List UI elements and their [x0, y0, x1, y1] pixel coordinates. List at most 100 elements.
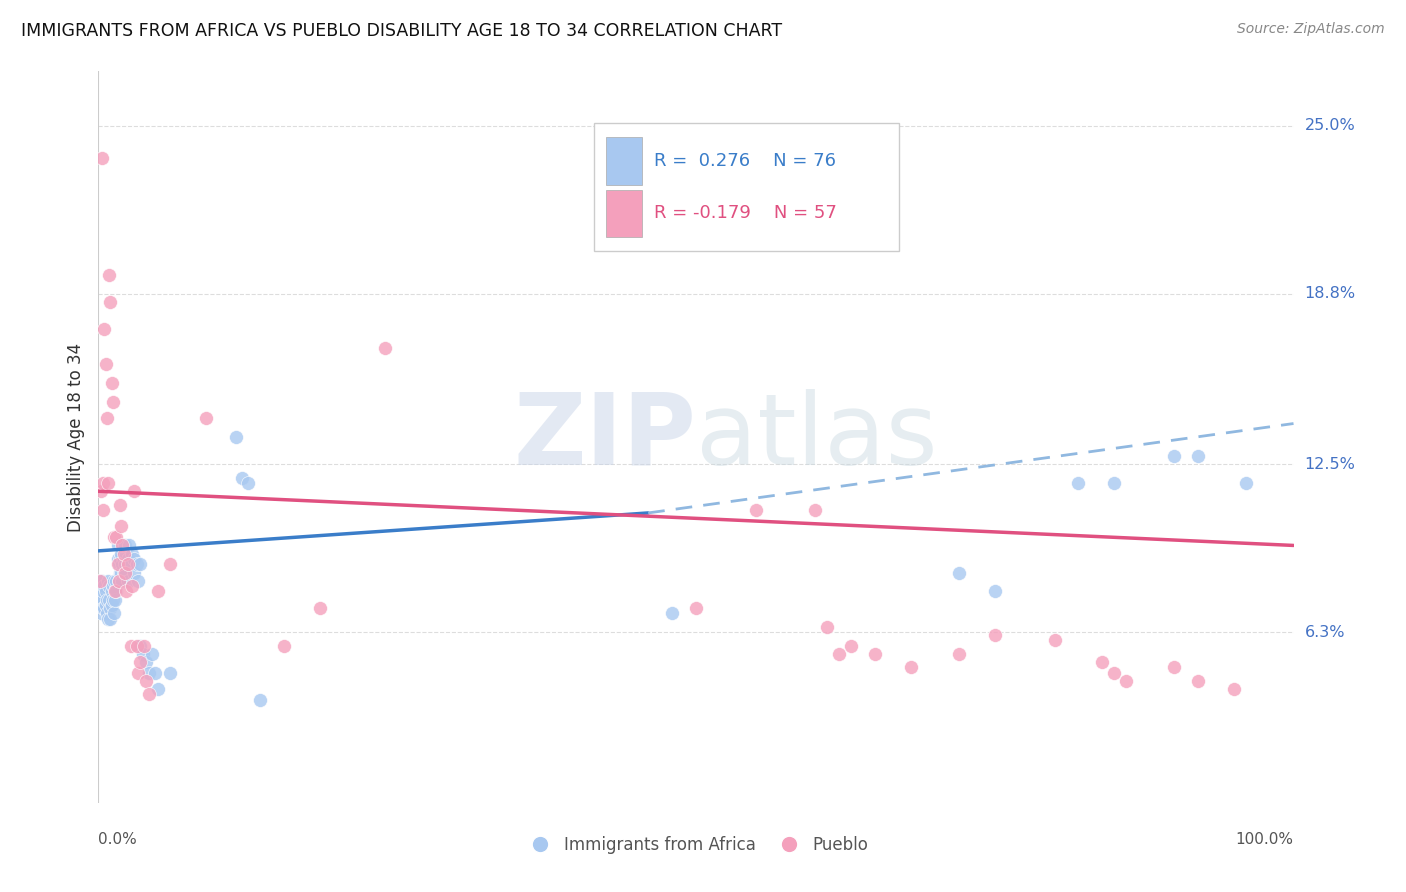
Point — [143, 665, 166, 680]
Text: 12.5%: 12.5% — [1305, 457, 1355, 472]
Point — [98, 592, 121, 607]
Point — [1187, 673, 1209, 688]
Point — [98, 294, 122, 309]
Point — [231, 471, 253, 485]
Point — [94, 584, 117, 599]
Bar — [606, 137, 643, 185]
Point — [124, 552, 146, 566]
Point — [90, 606, 112, 620]
Point — [91, 476, 114, 491]
Point — [661, 606, 683, 620]
Point — [138, 665, 160, 680]
Point — [111, 574, 134, 588]
Point — [115, 547, 138, 561]
Point — [103, 574, 125, 588]
Point — [112, 566, 135, 580]
Point — [112, 547, 135, 561]
Point — [107, 558, 129, 572]
Point — [103, 606, 125, 620]
Text: R = -0.179    N = 57: R = -0.179 N = 57 — [654, 204, 837, 222]
Point — [1223, 681, 1246, 696]
Point — [141, 647, 163, 661]
Point — [105, 584, 128, 599]
Point — [135, 673, 157, 688]
Point — [101, 579, 124, 593]
FancyBboxPatch shape — [595, 122, 900, 251]
Text: ZIP: ZIP — [513, 389, 696, 485]
Point — [94, 598, 117, 612]
Point — [841, 639, 863, 653]
Point — [1043, 633, 1066, 648]
Point — [132, 639, 155, 653]
Point — [103, 530, 125, 544]
Text: 18.8%: 18.8% — [1305, 286, 1355, 301]
Point — [110, 566, 132, 580]
Point — [195, 411, 218, 425]
Point — [105, 530, 128, 544]
Text: 25.0%: 25.0% — [1305, 118, 1355, 133]
Point — [121, 547, 143, 561]
Point — [110, 547, 132, 561]
Point — [1163, 660, 1185, 674]
Point — [97, 476, 120, 491]
Point — [308, 600, 330, 615]
Point — [1234, 476, 1257, 491]
Text: Source: ZipAtlas.com: Source: ZipAtlas.com — [1237, 22, 1385, 37]
Point — [815, 620, 838, 634]
Point — [91, 584, 114, 599]
Point — [96, 606, 118, 620]
Point — [108, 552, 131, 566]
Point — [94, 357, 117, 371]
Point — [108, 498, 131, 512]
Point — [121, 579, 143, 593]
Point — [124, 484, 146, 499]
Point — [115, 566, 138, 580]
Point — [117, 558, 139, 572]
Point — [115, 584, 138, 599]
Point — [900, 660, 922, 674]
Point — [120, 639, 142, 653]
Point — [131, 647, 153, 661]
Point — [100, 584, 122, 599]
Point — [101, 395, 124, 409]
Point — [1163, 449, 1185, 463]
Point — [101, 592, 124, 607]
Point — [104, 584, 127, 599]
Point — [98, 579, 121, 593]
Point — [129, 655, 152, 669]
Point — [89, 574, 111, 588]
Point — [107, 558, 129, 572]
Point — [135, 655, 157, 669]
Point — [93, 600, 115, 615]
Point — [159, 558, 181, 572]
Point — [91, 574, 114, 588]
Text: IMMIGRANTS FROM AFRICA VS PUEBLO DISABILITY AGE 18 TO 34 CORRELATION CHART: IMMIGRANTS FROM AFRICA VS PUEBLO DISABIL… — [21, 22, 782, 40]
Point — [374, 341, 396, 355]
Text: 6.3%: 6.3% — [1305, 624, 1346, 640]
Point — [1104, 665, 1126, 680]
Point — [865, 647, 887, 661]
Y-axis label: Disability Age 18 to 34: Disability Age 18 to 34 — [66, 343, 84, 532]
Point — [148, 584, 170, 599]
Point — [110, 519, 132, 533]
Point — [90, 592, 112, 607]
Point — [111, 538, 134, 552]
Point — [98, 611, 122, 625]
Point — [89, 574, 111, 588]
Point — [125, 558, 148, 572]
Point — [118, 538, 141, 552]
Point — [225, 430, 247, 444]
Point — [125, 639, 148, 653]
Point — [91, 503, 114, 517]
Point — [98, 268, 121, 282]
Point — [114, 538, 136, 552]
Point — [114, 566, 136, 580]
Point — [107, 574, 129, 588]
Point — [93, 579, 115, 593]
Point — [100, 376, 122, 390]
Point — [91, 151, 114, 165]
Text: atlas: atlas — [696, 389, 938, 485]
Point — [127, 574, 149, 588]
Point — [745, 503, 768, 517]
Point — [828, 647, 851, 661]
